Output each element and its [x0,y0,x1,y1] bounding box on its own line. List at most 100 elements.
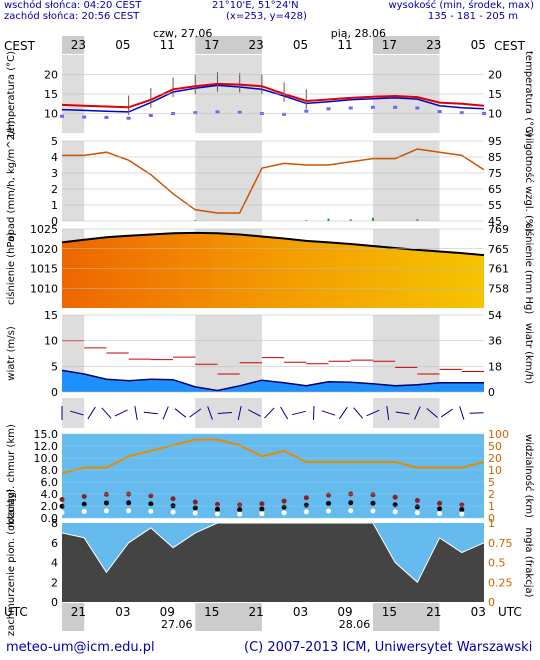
wind-direction-arrow [280,406,289,420]
cloud-layer-point [459,502,465,508]
precipitation-bar [327,218,330,221]
top-day1-label: czw, 27.06 [153,27,212,40]
top-hour-label: 17 [382,38,397,52]
wind-direction-arrow [248,409,261,417]
cloud-layer-point [414,510,420,516]
axis-title-right: wilgotność wzgl. (%) [523,130,535,233]
precipitation-bar [416,219,419,221]
cloud-tick-left: 10.0 [34,452,59,465]
bottom-night-band [62,603,85,631]
axis-title-left: ciśnienie (hPa) [5,232,17,305]
wind-direction-arrow [440,408,454,418]
cloud-layer-point [103,491,109,497]
bottom-hour-label: 21 [248,605,263,619]
axis-title-right: widzialność (km) [523,434,535,518]
panels [59,55,486,602]
visibility-tick-right: 5 [488,476,495,489]
cloud-layer-point [170,496,176,502]
wind-direction-arrow [264,407,275,419]
wind-tick-left: 10 [44,335,58,348]
cloud-layer-point [170,509,176,515]
cloud-layer-point [414,497,420,503]
wind-direction-arrow [366,409,380,417]
pressure-tick-right: 769 [488,223,509,236]
cloud-layer-point [192,505,198,511]
dewpoint-point [304,109,309,113]
cloud-layer-point [59,497,65,503]
visibility-tick-right: 2 [488,488,495,501]
precipitation-bar [371,217,374,221]
wind-direction-arrow [426,408,438,418]
tz-bottom-right-label: UTC [498,605,522,619]
wind-direction-arrow [207,406,213,420]
axis-title-left: zachmurzenie pion. (oktanty) [6,489,17,636]
footer-email[interactable]: meteo-um@icm.edu.pl [6,640,155,655]
axis-title-right: ciśnienie (mm Hg) [523,223,535,315]
wind-direction-arrow [87,406,96,420]
top-night-band [195,36,262,54]
cloud-layer-point [303,495,309,501]
cloud-layer-point [81,501,87,507]
cloud-layer-point [281,510,287,516]
pressure-tick-left: 1010 [30,282,58,295]
tz-left-label: CEST [4,39,36,53]
bottom-hour-label: 15 [382,605,397,619]
cloud-layer-point [237,511,243,517]
pressure-tick-right: 765 [488,243,509,256]
axis-title-left: wiatr (m/s) [6,326,17,381]
cloud-cover-tick-left: 6 [51,537,58,550]
cloud-layer-point [414,504,420,510]
dewpoint-point [459,111,464,115]
wind-mean-area [62,370,484,392]
cloud-layer-point [214,501,220,507]
wind-tick-right: 36 [488,335,502,348]
wind-direction-arrow [459,406,465,420]
dewpoint-point [60,114,64,118]
cloud-layer-point [281,498,287,504]
cloud-layer-point [437,506,443,512]
visibility-tick-right: 10 [488,464,502,477]
temp-tick-left: 20 [44,69,58,82]
precipitation-bar [349,219,352,221]
visibility-tick-right: 20 [488,452,502,465]
footer-copyright: (C) 2007-2013 ICM, Uniwersytet Warszawsk… [244,640,533,655]
cloud-layer-point [259,511,265,517]
top-hour-label: 11 [160,38,175,52]
bottom-hour-label: 03 [471,605,486,619]
cloud-cover-line [61,522,485,584]
dewpoint-point [193,111,198,115]
wind-direction-arrow [395,411,410,415]
cloud-layer-point [459,511,465,517]
cloud-layer-point [326,508,332,514]
humidity-tick-right: 95 [488,135,502,148]
top-hour-label: 05 [293,38,308,52]
cloud-tick-left: 6.0 [41,476,59,489]
dewpoint-point [415,106,420,110]
visibility-tick-right: 0 [488,512,495,525]
cloud-layer-point [259,501,265,507]
bottom-day1-label: 27.06 [161,618,193,631]
cloud-layer-point [192,510,198,516]
cloud-layer-point [81,493,87,499]
temp-tick-left: 15 [44,88,58,101]
visibility-tick-right: 100 [488,428,509,441]
top-day2-label: pią, 28.06 [331,27,386,40]
temp-tick-right: 20 [488,69,502,82]
wind-direction-arrow [339,406,348,420]
tz-right-label: CEST [494,39,526,53]
cloud-layer-point [81,508,87,514]
night-shade [372,398,440,428]
wind-direction-arrow [353,407,364,419]
precip-tick-left: 4 [51,151,58,164]
axis-title-right: temperatura (°C) [523,51,534,137]
bottom-night-band [372,603,440,631]
dewpoint-point [126,116,131,120]
cloud-tick-left: 0.0 [41,512,59,525]
cloud-layer-point [148,508,154,514]
sunset-text: zachód słońca: 20:56 CEST [4,11,140,22]
top-hour-label: 05 [471,38,486,52]
top-hour-label: 23 [71,38,86,52]
wind-direction-arrow [414,406,421,420]
temp-tick-left: 10 [44,108,58,121]
